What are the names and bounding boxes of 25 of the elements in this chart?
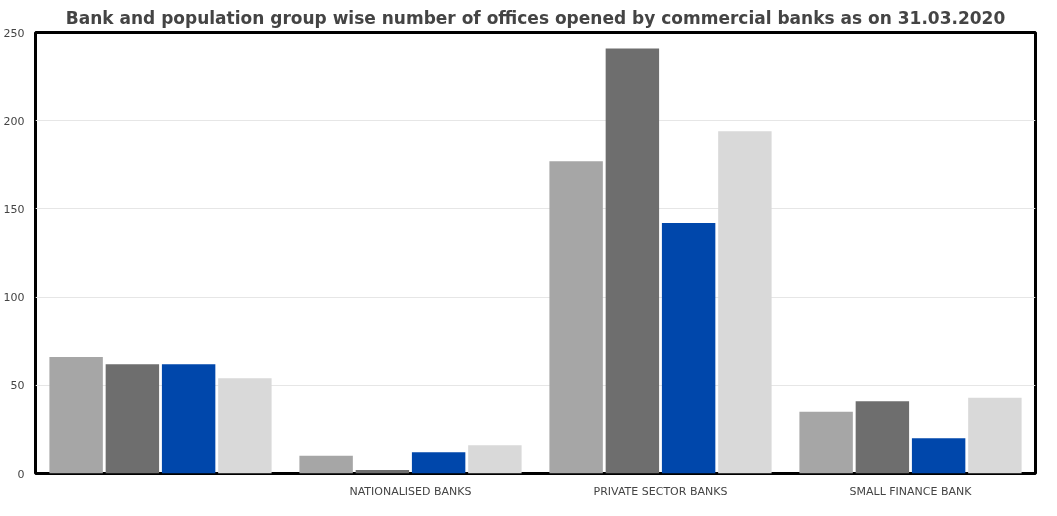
y-tick-label: 150 <box>3 202 25 216</box>
bar <box>799 411 853 474</box>
bar <box>855 401 910 474</box>
bar <box>911 438 966 474</box>
bar <box>968 397 1022 474</box>
x-tick-label: SMALL FINANCE BANK <box>849 484 973 498</box>
bar <box>605 48 660 474</box>
y-tick-label: 50 <box>10 379 25 393</box>
bar <box>718 131 772 474</box>
bar <box>49 357 103 474</box>
bar <box>411 452 466 474</box>
bar <box>661 223 716 474</box>
bar <box>468 445 522 474</box>
bar <box>105 364 160 474</box>
chart-title: Bank and population group wise number of offices opened by commercial banks as on 31.03.2020 <box>65 7 1006 28</box>
y-tick-label: 200 <box>3 114 25 128</box>
y-tick-label: 0 <box>17 467 25 481</box>
bar <box>218 378 272 474</box>
bar <box>549 161 603 474</box>
x-tick-label: NATIONALISED BANKS <box>349 484 472 498</box>
y-tick-label: 250 <box>3 26 25 40</box>
x-tick-label: PRIVATE SECTOR BANKS <box>593 484 728 498</box>
bar <box>299 455 353 474</box>
y-tick-label: 100 <box>3 291 25 305</box>
bar <box>161 364 216 474</box>
